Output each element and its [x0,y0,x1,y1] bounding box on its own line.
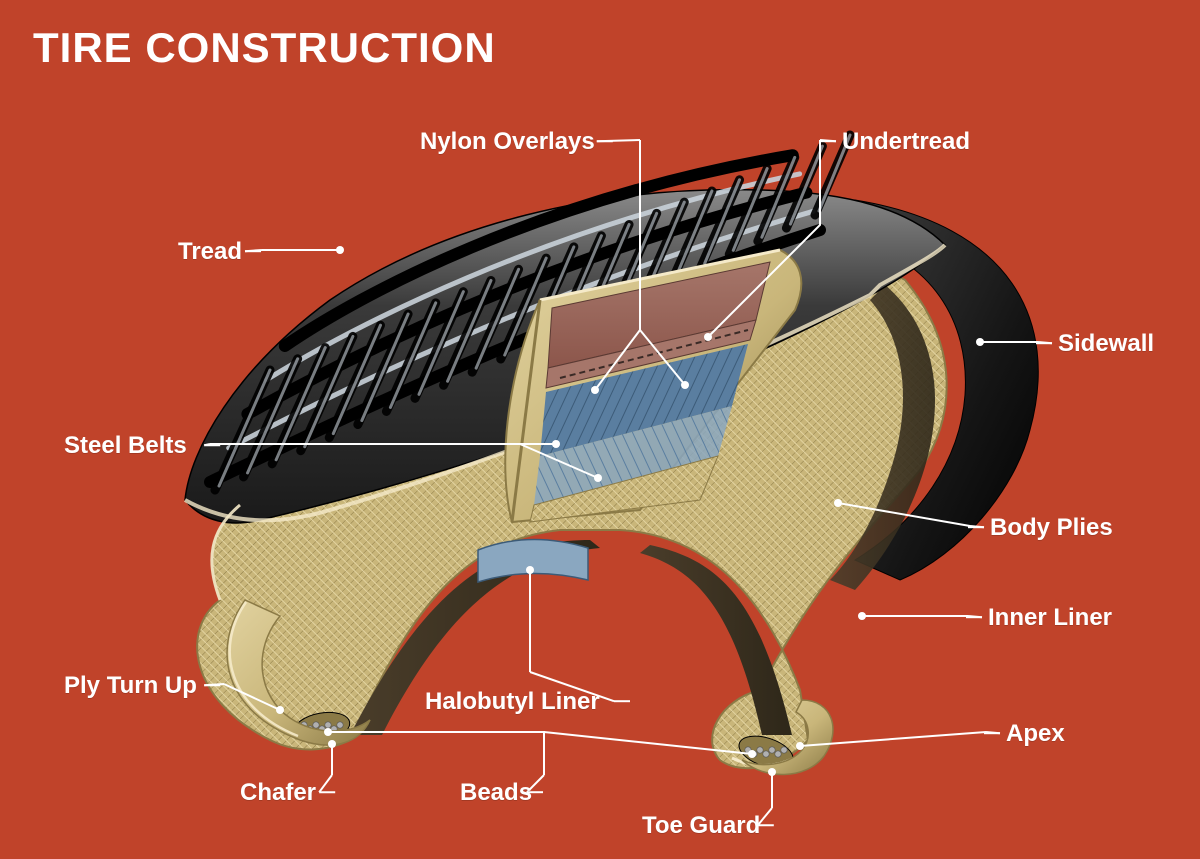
label-undertread: Undertread [842,128,970,156]
leader-sidewall [976,338,1052,346]
label-tread: Tread [178,238,242,266]
stage: TIRE CONSTRUCTION Nylon OverlaysUndertre… [0,0,1200,859]
leader-beads [324,728,756,792]
leader-toe-guard [758,768,776,825]
label-toe-guard: Toe Guard [642,812,760,840]
leader-chafer [319,740,336,792]
leader-undertread [704,140,836,341]
leader-body-plies [834,499,984,527]
label-inner-liner: Inner Liner [988,604,1112,632]
leader-apex [796,732,1000,750]
label-ply-turn-up: Ply Turn Up [64,672,197,700]
label-steel-belts: Steel Belts [64,432,187,460]
leader-inner-liner [858,612,982,620]
label-beads: Beads [460,779,532,807]
label-nylon-overlays: Nylon Overlays [420,128,595,156]
leader-halobutyl-liner [526,566,630,701]
leader-tread [245,246,344,254]
label-apex: Apex [1006,720,1065,748]
label-body-plies: Body Plies [990,514,1113,542]
leader-nylon-overlays [591,140,689,394]
leader-steel-belts [204,440,602,482]
label-chafer: Chafer [240,779,316,807]
label-halobutyl-liner: Halobutyl Liner [425,688,600,716]
label-sidewall: Sidewall [1058,330,1154,358]
leader-ply-turn-up [204,684,284,714]
